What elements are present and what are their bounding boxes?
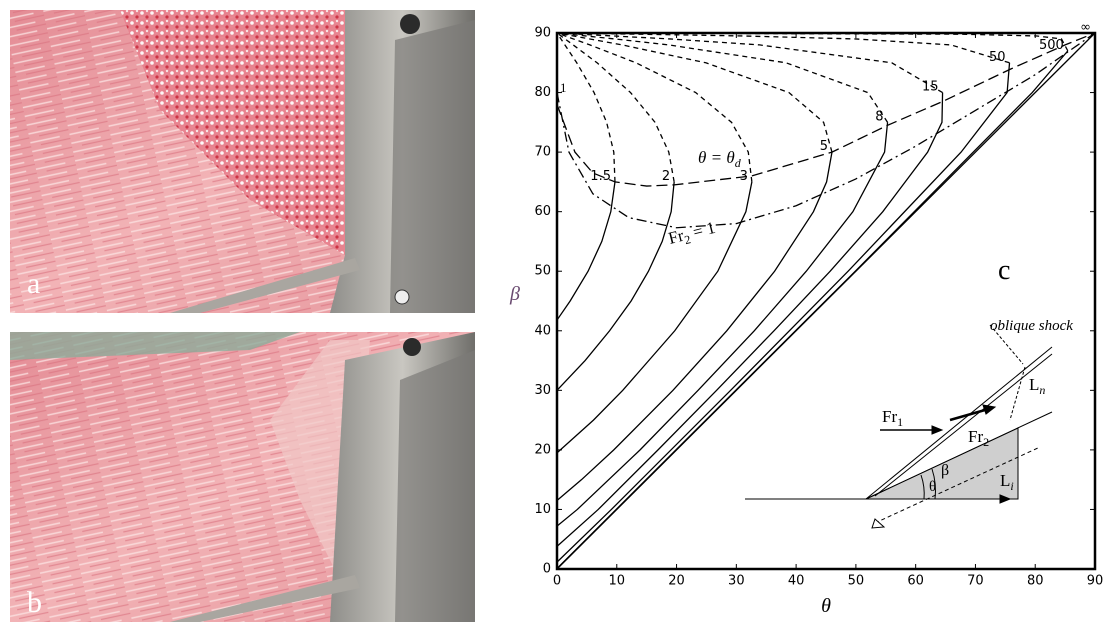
curve [556, 181, 616, 321]
curve [556, 32, 943, 94]
x-tick-label: 60 [907, 574, 924, 589]
inset-text: L [1029, 375, 1039, 394]
annotation: Fr2 = 1 [666, 218, 718, 251]
chart: β θ 1 θ = θd Fr2 = 1 c oblique shock Fr1… [509, 20, 1104, 617]
plot-frame [555, 31, 1097, 571]
y-tick-label: 90 [534, 26, 551, 41]
y-tick-label: 10 [534, 502, 551, 517]
curve [556, 92, 944, 547]
x-tick-label: 70 [967, 574, 984, 589]
y-tick-label: 30 [534, 383, 551, 398]
y-axis-label: β [509, 283, 520, 305]
y-tick-label: 0 [543, 562, 551, 577]
x-tick-label: 90 [1087, 574, 1104, 589]
curve-label: 15 [922, 80, 939, 95]
x-tick-label: 30 [728, 574, 745, 589]
curve [556, 181, 753, 454]
curve-label: 50 [989, 50, 1006, 65]
y-tick-label: 20 [534, 442, 551, 457]
annotation: θ = θd [698, 148, 742, 170]
y-tick-label: 50 [534, 264, 551, 279]
inset-sub: i [1010, 479, 1013, 493]
panel-label: a [27, 267, 40, 300]
curve-label: 1.5 [590, 169, 611, 184]
curve [556, 181, 675, 391]
inset-diagram [745, 324, 1053, 529]
inset-label: Fr2 [968, 427, 989, 449]
curve [556, 122, 889, 527]
x-tick-label: 40 [788, 574, 805, 589]
annotation-text: Fr [666, 226, 686, 248]
curve [556, 62, 1011, 563]
x-tick-label: 50 [848, 574, 865, 589]
curve [556, 32, 1069, 52]
inset-sub: 1 [897, 415, 903, 429]
inset-text: Fr [968, 427, 983, 446]
annotation-sub: 2 [683, 232, 692, 247]
y-tick-label: 40 [534, 323, 551, 338]
inset-sub: 2 [983, 435, 989, 449]
y-tick-label: 60 [534, 204, 551, 219]
y-tick-label: 70 [534, 145, 551, 160]
inset-label: Fr1 [882, 407, 903, 429]
annotation-sub: d [735, 156, 742, 170]
photo-a: a [10, 10, 475, 313]
inset-sub: n [1039, 383, 1045, 397]
x-tick-label: 80 [1027, 574, 1044, 589]
photo-b: b [10, 332, 475, 622]
inset-label: oblique shock [990, 318, 1073, 334]
curve-label: 8 [875, 109, 883, 124]
x-tick-label: 10 [609, 574, 626, 589]
curve [556, 32, 1096, 570]
annotation-text: = 1 [687, 218, 717, 243]
inset-label: θ [929, 479, 936, 495]
curve-label: 1 [560, 80, 567, 95]
curve-label: 5 [820, 139, 828, 154]
curve-label: 2 [662, 169, 670, 184]
photo-panels: a b [10, 10, 475, 622]
panel-label: b [27, 586, 42, 619]
inset-text: L [1000, 471, 1010, 490]
inset-label: Li [1000, 471, 1014, 493]
curve [556, 32, 1096, 187]
curve-label: 3 [740, 169, 748, 184]
inset-label: Ln [1029, 375, 1045, 397]
curve-label: 500 [1039, 38, 1064, 53]
x-tick-label: 20 [668, 574, 685, 589]
panel-label: c [998, 255, 1010, 286]
curve-label: ∞ [1080, 20, 1091, 35]
curve [556, 32, 616, 182]
inset-text: Fr [882, 407, 897, 426]
curve [556, 151, 833, 502]
x-tick-label: 0 [553, 574, 561, 589]
curve [556, 32, 675, 183]
x-axis-label: θ [821, 595, 831, 617]
curve [556, 32, 753, 182]
annotation-text: θ = θ [698, 148, 735, 167]
curve [556, 32, 833, 153]
curve [556, 32, 1096, 229]
y-tick-label: 80 [534, 85, 551, 100]
inset-label: β [941, 462, 949, 479]
curve [556, 32, 889, 123]
